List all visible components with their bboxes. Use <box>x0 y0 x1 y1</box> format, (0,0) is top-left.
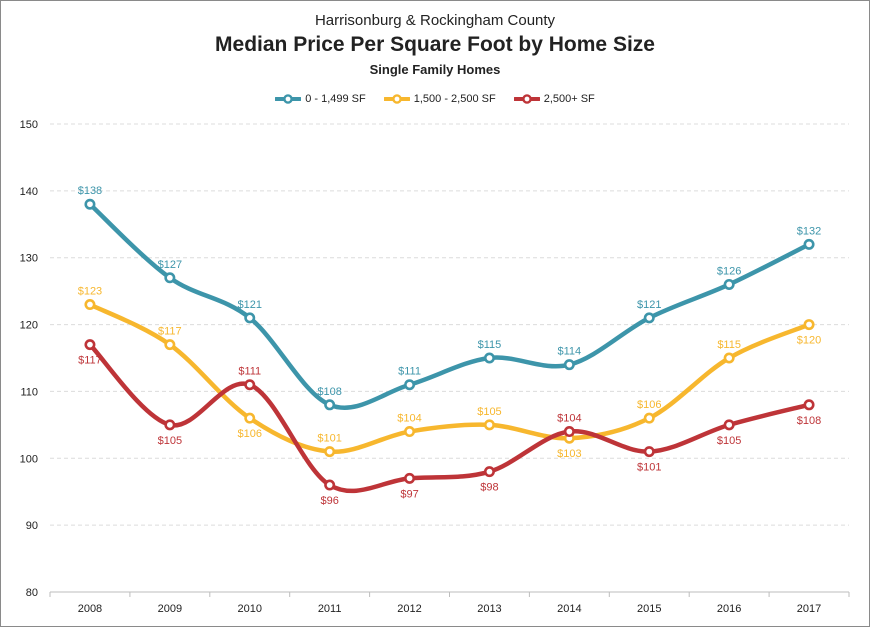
data-point <box>324 399 336 411</box>
data-point <box>84 299 96 311</box>
data-label: $111 <box>398 366 421 378</box>
series-line-1 <box>87 302 812 454</box>
data-label: $105 <box>477 406 501 418</box>
data-label: $126 <box>717 265 741 277</box>
data-label: $96 <box>320 495 338 507</box>
x-tick-label: 2009 <box>158 603 182 615</box>
data-label: $123 <box>78 286 102 298</box>
data-point <box>404 426 416 438</box>
data-label: $138 <box>78 185 102 197</box>
legend-entry-medium: 1,500 - 2,500 SF <box>383 92 496 106</box>
x-tick-label: 2014 <box>557 603 581 615</box>
x-tick-label: 2010 <box>238 603 262 615</box>
data-label: $117 <box>158 326 182 338</box>
x-tick-label: 2012 <box>397 603 421 615</box>
data-point <box>164 339 176 351</box>
data-label: $97 <box>400 488 418 500</box>
series-line-0 <box>87 201 812 410</box>
data-label: $121 <box>238 299 262 311</box>
data-label: $114 <box>558 346 582 358</box>
legend-swatch-medium <box>383 94 410 104</box>
data-point <box>723 419 735 431</box>
data-point <box>244 312 256 324</box>
data-point <box>324 479 336 491</box>
data-label: $98 <box>480 482 498 494</box>
data-label: $103 <box>557 448 581 460</box>
data-label: $111 <box>238 366 261 378</box>
data-label: $101 <box>637 462 661 474</box>
data-point <box>803 238 815 250</box>
data-point <box>404 472 416 484</box>
y-tick-label: 110 <box>20 386 38 398</box>
legend-label-small: 0 - 1,499 SF <box>305 93 366 105</box>
data-point <box>483 466 495 478</box>
data-point <box>244 412 256 424</box>
data-point <box>483 419 495 431</box>
series-line-2 <box>87 342 812 494</box>
x-tick-label: 2013 <box>477 603 501 615</box>
data-point <box>164 272 176 284</box>
data-label: $104 <box>397 413 421 425</box>
y-tick-label: 80 <box>26 587 38 599</box>
data-label: $105 <box>717 435 741 447</box>
data-point <box>164 419 176 431</box>
data-point <box>563 359 575 371</box>
legend-swatch-small <box>275 94 302 104</box>
x-tick-label: 2015 <box>637 603 661 615</box>
legend-label-medium: 1,500 - 2,500 SF <box>413 93 496 105</box>
data-point <box>483 352 495 364</box>
chart-title: Median Price Per Square Foot by Home Siz… <box>215 33 655 56</box>
data-point <box>84 339 96 351</box>
data-label: $117 <box>78 355 102 367</box>
data-point <box>643 412 655 424</box>
y-tick-label: 130 <box>20 253 38 265</box>
legend-entry-small: 0 - 1,499 SF <box>275 92 366 106</box>
data-point <box>244 379 256 391</box>
data-label: $127 <box>158 259 182 271</box>
data-point <box>84 198 96 210</box>
data-point <box>324 446 336 458</box>
data-point <box>643 312 655 324</box>
data-label: $106 <box>637 399 661 411</box>
data-label: $108 <box>317 386 341 398</box>
data-point <box>404 379 416 391</box>
legend-label-large: 2,500+ SF <box>543 93 595 105</box>
data-label: $108 <box>797 415 821 427</box>
data-point <box>643 446 655 458</box>
y-tick-label: 90 <box>26 520 38 532</box>
data-label: $120 <box>797 335 821 347</box>
chart-subtitle: Single Family Homes <box>369 62 501 77</box>
x-tick-label: 2008 <box>78 603 102 615</box>
x-tick-label: 2016 <box>717 603 741 615</box>
data-label: $115 <box>478 339 502 351</box>
data-label: $106 <box>238 428 262 440</box>
data-point <box>803 399 815 411</box>
y-tick-label: 100 <box>20 453 38 465</box>
data-point <box>723 278 735 290</box>
y-tick-label: 150 <box>20 119 38 131</box>
x-tick-label: 2011 <box>318 603 342 615</box>
chart-legend: 0 - 1,499 SF 1,500 - 2,500 SF 2,500+ SF <box>0 92 870 106</box>
data-label: $101 <box>317 433 341 445</box>
data-label: $132 <box>797 225 821 237</box>
legend-entry-large: 2,500+ SF <box>513 92 595 106</box>
y-tick-label: 120 <box>20 320 38 332</box>
data-label: $105 <box>158 435 182 447</box>
data-label: $121 <box>637 299 661 311</box>
data-point <box>723 352 735 364</box>
x-tick-label: 2017 <box>797 603 821 615</box>
data-point <box>803 319 815 331</box>
data-point <box>563 426 575 438</box>
legend-swatch-large <box>513 94 540 104</box>
data-label: $115 <box>717 339 741 351</box>
chart-supertitle: Harrisonburg & Rockingham County <box>314 12 556 29</box>
data-label: $104 <box>557 413 581 425</box>
y-tick-label: 140 <box>20 186 38 198</box>
